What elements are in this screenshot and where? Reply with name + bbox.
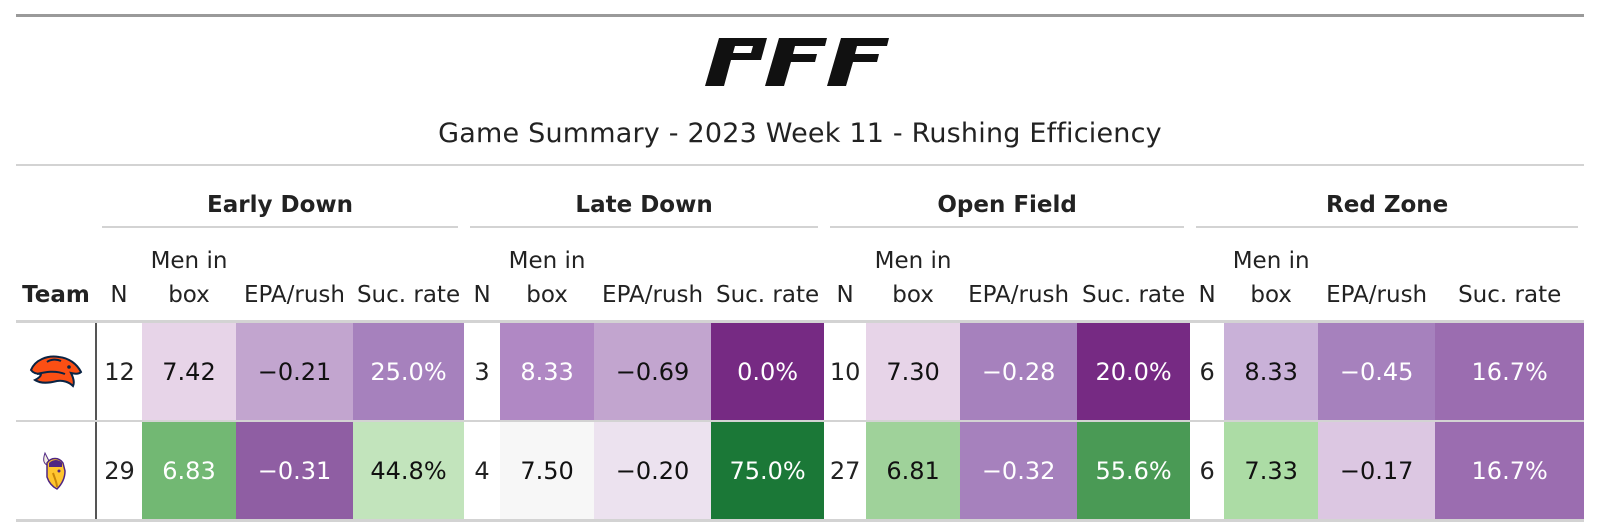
men-in-box-cell: 7.42 [142, 321, 236, 422]
epa-rush-cell: −0.17 [1318, 421, 1436, 522]
column-header-n-label: N [110, 282, 128, 308]
column-header-men-line1: Men in [508, 248, 586, 274]
column-header-n: N [1190, 226, 1225, 323]
vikings-logo-icon [42, 451, 66, 490]
column-header-men-line2: box [892, 282, 934, 308]
n-cell: 3 [464, 321, 501, 422]
group-late-down: Late Down [464, 168, 824, 228]
men-in-box-cell: 6.83 [142, 421, 236, 522]
column-header-n: N [824, 226, 867, 323]
column-header-suc-label: Suc. rate [1458, 282, 1562, 308]
success-rate-cell: 16.7% [1435, 421, 1585, 522]
men-in-box-cell: 7.33 [1224, 421, 1319, 522]
title-rule [16, 164, 1584, 166]
column-header-epa-label: EPA/rush [243, 282, 345, 308]
pff-logo [705, 38, 889, 86]
rushing-efficiency-table: Early Down Late Down Open Field Red Zone… [16, 168, 1585, 522]
column-header-suc-label: Suc. rate [715, 282, 820, 308]
epa-rush-cell: −0.28 [960, 321, 1078, 422]
column-header-success-rate: Suc. rate [1077, 226, 1191, 323]
column-header-men-line2: box [526, 282, 568, 308]
broncos-logo-icon [29, 355, 82, 388]
men-in-box-cell: 7.50 [500, 421, 595, 522]
column-header-epa-rush: EPA/rush [1318, 226, 1436, 323]
team-cell [16, 321, 97, 422]
column-header-epa-rush: EPA/rush [236, 226, 353, 323]
column-header-n: N [96, 226, 142, 323]
column-header-team: Team [16, 226, 96, 323]
column-header-success-rate: Suc. rate [1435, 226, 1585, 323]
column-header-n-label: N [1198, 282, 1216, 308]
success-rate-cell: 75.0% [711, 421, 825, 522]
column-header-row: Team N Men in box EPA/rush Suc. rate N Men in b… [16, 226, 1585, 323]
column-header-n: N [464, 226, 501, 323]
column-header-epa-rush: EPA/rush [594, 226, 712, 323]
team-cell [16, 421, 97, 522]
epa-rush-cell: −0.20 [594, 421, 712, 522]
column-header-suc-label: Suc. rate [1082, 282, 1186, 308]
page-title: Game Summary - 2023 Week 11 - Rushing Ef… [438, 118, 1162, 149]
success-rate-cell: 55.6% [1077, 421, 1191, 522]
column-header-success-rate: Suc. rate [711, 226, 825, 323]
column-header-epa-label: EPA/rush [968, 282, 1070, 308]
column-header-men-line1: Men in [1232, 248, 1310, 274]
men-in-box-cell: 7.30 [866, 321, 961, 422]
group-red-zone: Red Zone [1190, 168, 1584, 228]
success-rate-cell: 44.8% [353, 421, 465, 522]
column-header-men-line2: box [168, 282, 210, 308]
epa-rush-cell: −0.31 [236, 421, 353, 522]
column-header-men-line1: Men in [150, 248, 228, 274]
column-header-suc-label: Suc. rate [356, 282, 461, 308]
group-early-down: Early Down [96, 168, 464, 228]
table-row: 12 7.42 −0.21 25.0% 3 8.33 −0.69 0.0% 10 7.30 −0.2… [16, 321, 1585, 422]
epa-rush-cell: −0.21 [236, 321, 353, 422]
group-open-field: Open Field [824, 168, 1190, 228]
success-rate-cell: 25.0% [353, 321, 465, 422]
column-header-success-rate: Suc. rate [353, 226, 465, 323]
n-cell: 29 [96, 421, 142, 522]
column-header-n-label: N [836, 282, 854, 308]
n-cell: 10 [824, 321, 867, 422]
n-cell: 4 [464, 421, 501, 522]
epa-rush-cell: −0.45 [1318, 321, 1436, 422]
column-header-epa-rush: EPA/rush [960, 226, 1078, 323]
column-header-men-line1: Men in [874, 248, 952, 274]
column-header-men-line2: box [1250, 282, 1292, 308]
group-spacer [16, 168, 96, 226]
n-cell: 6 [1190, 421, 1225, 522]
column-header-men-in-box: Men in box [142, 226, 236, 323]
column-header-epa-label: EPA/rush [1326, 282, 1428, 308]
men-in-box-cell: 8.33 [1224, 321, 1319, 422]
men-in-box-cell: 8.33 [500, 321, 595, 422]
success-rate-cell: 0.0% [711, 321, 825, 422]
n-cell: 27 [824, 421, 867, 522]
men-in-box-cell: 6.81 [866, 421, 961, 522]
column-header-men-in-box: Men in box [500, 226, 595, 323]
top-rule [16, 14, 1584, 17]
n-cell: 12 [96, 321, 142, 422]
n-cell: 6 [1190, 321, 1225, 422]
group-header-row: Early Down Late Down Open Field Red Zone [16, 168, 1584, 228]
success-rate-cell: 20.0% [1077, 321, 1191, 422]
success-rate-cell: 16.7% [1435, 321, 1585, 422]
column-header-men-in-box: Men in box [866, 226, 961, 323]
epa-rush-cell: −0.69 [594, 321, 712, 422]
table-row: 29 6.83 −0.31 44.8% 4 7.50 −0.20 75.0% 27 6.81 −0.… [16, 421, 1585, 522]
column-header-men-in-box: Men in box [1224, 226, 1319, 323]
epa-rush-cell: −0.32 [960, 421, 1078, 522]
column-header-n-label: N [473, 282, 491, 308]
column-header-epa-label: EPA/rush [602, 282, 704, 308]
